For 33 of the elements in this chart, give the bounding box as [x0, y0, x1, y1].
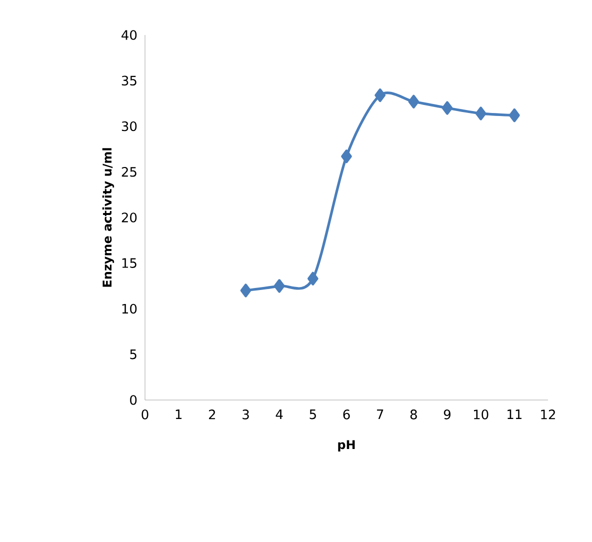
y-tick-label: 5: [130, 350, 136, 360]
y-tick-label: 25: [122, 166, 136, 177]
point: [442, 101, 453, 115]
y-tick-label: 20: [122, 212, 137, 222]
x-tick-label: 9: [444, 410, 450, 420]
point: [274, 279, 285, 293]
x-tick-label: 4: [276, 410, 283, 420]
y-axis-title: Enzyme activity u/ml: [102, 148, 114, 287]
y-tick-label: 35: [122, 76, 136, 86]
x-tick-label: 3: [242, 410, 249, 420]
x-tick-label: 12: [541, 410, 555, 420]
x-tick-label: 8: [410, 410, 417, 420]
point: [374, 88, 386, 102]
x-tick-label: 10: [474, 410, 488, 420]
point: [475, 106, 486, 120]
y-tick-label: 0: [130, 395, 137, 405]
x-tick-label: 6: [343, 410, 350, 420]
x-axis-title: pH: [338, 440, 355, 452]
x-tick-label: 1: [176, 410, 182, 420]
y-tick-label: 15: [122, 258, 136, 268]
point: [341, 150, 352, 164]
x-tick-label: 0: [142, 410, 148, 420]
x-tick-label: 7: [377, 410, 384, 420]
x-tick-label: 11: [508, 410, 522, 420]
point: [508, 108, 520, 122]
point: [240, 284, 252, 298]
y-tick-label: 10: [122, 304, 137, 314]
x-tick-label: 5: [310, 410, 316, 420]
point: [307, 272, 318, 286]
point: [408, 94, 420, 108]
x-tick-label: 2: [208, 410, 215, 420]
y-tick-label: 30: [122, 121, 137, 132]
y-tick-label: 40: [122, 30, 137, 40]
